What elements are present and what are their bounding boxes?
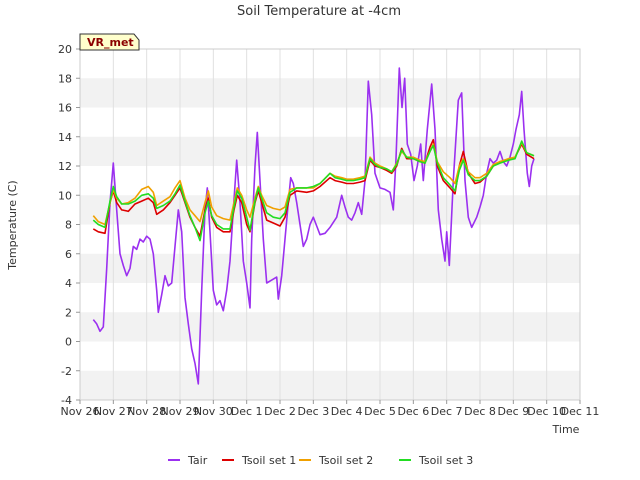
y-tick-label: 6	[65, 248, 72, 261]
x-tick-label: Dec 10	[527, 405, 566, 418]
series-line-tsoil-set-3	[92, 140, 535, 242]
x-tick-label: Dec 7	[431, 405, 463, 418]
series-lines	[92, 67, 535, 385]
y-tick-label: 8	[65, 219, 72, 232]
series-line-tsoil-set-1	[92, 138, 535, 237]
legend-label: Tsoil set 2	[318, 454, 373, 467]
legend: Tair Tsoil set 1 Tsoil set 2 Tsoil set 3	[168, 454, 473, 467]
legend-label: Tsoil set 1	[241, 454, 296, 467]
series-line-tair	[92, 67, 535, 385]
y-tick-label: 0	[65, 336, 72, 349]
x-tick-label: Dec 9	[497, 405, 529, 418]
y-axis: -4 -2 0 2 4 6 8 10 12 14 16 18 20	[58, 43, 80, 407]
y-tick-label: -4	[61, 394, 72, 407]
x-tick-label: Nov 27	[94, 405, 133, 418]
plot-bands	[80, 78, 580, 400]
x-tick-label: Dec 6	[397, 405, 429, 418]
chart-title: Soil Temperature at -4cm	[237, 4, 401, 19]
x-tick-label: Dec 8	[464, 405, 496, 418]
y-tick-label: 10	[58, 189, 72, 202]
legend-label: Tsoil set 3	[418, 454, 473, 467]
plot-band	[80, 370, 580, 400]
y-tick-label: 20	[58, 43, 72, 56]
y-tick-label: 2	[65, 306, 72, 319]
y-axis-label: Temperature (C)	[6, 180, 19, 270]
y-tick-label: 4	[65, 277, 72, 290]
x-tick-label: Dec 1	[231, 405, 263, 418]
x-tick-label: Nov 29	[161, 405, 200, 418]
plot-band	[80, 78, 580, 108]
badge-box	[79, 33, 140, 51]
plot-band	[80, 312, 580, 342]
x-tick-label: Dec 3	[297, 405, 329, 418]
plot-band	[80, 253, 580, 283]
legend-label: Tair	[187, 454, 208, 467]
x-tick-label: Dec 11	[561, 405, 600, 418]
x-tick-label: Dec 5	[364, 405, 396, 418]
badge: VR_met	[79, 33, 140, 51]
x-tick-label: Nov 26	[61, 405, 100, 418]
y-tick-label: 16	[58, 102, 72, 115]
y-tick-label: -2	[61, 365, 72, 378]
x-tick-label: Nov 30	[194, 405, 233, 418]
x-tick-label: Dec 4	[331, 405, 363, 418]
y-tick-label: 18	[58, 72, 72, 85]
x-tick-label: Dec 2	[264, 405, 296, 418]
badge-text: VR_met	[87, 36, 134, 49]
x-tick-label: Nov 28	[127, 405, 166, 418]
y-tick-label: 14	[58, 131, 72, 144]
y-tick-label: 12	[58, 160, 72, 173]
x-axis-label: Time	[552, 423, 580, 436]
